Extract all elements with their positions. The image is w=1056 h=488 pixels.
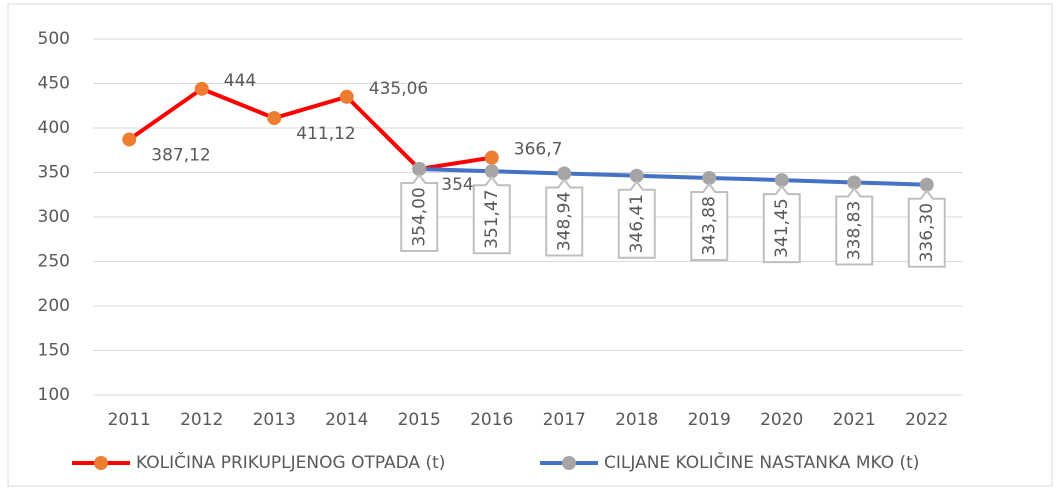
y-tick-label: 300 — [38, 207, 70, 227]
data-label: 341,45 — [772, 198, 792, 257]
x-tick-label: 2019 — [688, 410, 731, 430]
x-tick-label: 2014 — [325, 410, 368, 430]
y-tick-label: 400 — [38, 118, 70, 138]
callout-box — [907, 189, 946, 268]
y-tick-label: 200 — [38, 296, 70, 316]
marker — [412, 161, 427, 176]
data-label: 351,47 — [482, 189, 502, 248]
legend-marker — [562, 456, 576, 470]
legend-label: CILJANE KOLIČINE NASTANKA MKO (t) — [604, 451, 919, 473]
x-tick-label: 2022 — [905, 410, 948, 430]
callout: 336,30 — [907, 189, 946, 268]
marker — [267, 111, 282, 126]
y-tick-label: 450 — [38, 74, 70, 94]
marker — [339, 89, 354, 104]
callout-box — [835, 186, 874, 266]
x-tick-label: 2015 — [398, 410, 441, 430]
callout: 346,41 — [617, 180, 656, 259]
data-label: 348,94 — [554, 192, 574, 251]
y-tick-label: 350 — [38, 163, 70, 183]
data-label: 346,41 — [627, 194, 647, 253]
x-tick-label: 2011 — [108, 410, 151, 430]
data-label: 387,12 — [151, 145, 210, 165]
y-tick-label: 100 — [38, 385, 70, 405]
marker — [919, 177, 934, 192]
legend-label: KOLIČINA PRIKUPLJENOG OTPADA (t) — [136, 451, 445, 473]
data-label: 411,12 — [296, 124, 355, 144]
marker — [484, 164, 499, 179]
legend-marker — [94, 456, 108, 470]
x-tick-label: 2020 — [760, 410, 803, 430]
x-tick-label: 2018 — [615, 410, 658, 430]
marker — [557, 166, 572, 181]
marker — [194, 81, 209, 96]
callout: 343,88 — [690, 182, 729, 261]
chart-frame — [7, 3, 1053, 487]
marker — [847, 175, 862, 190]
callout: 341,45 — [762, 184, 801, 264]
marker — [702, 170, 717, 185]
data-label: 338,83 — [844, 201, 864, 260]
data-label: 444 — [224, 71, 256, 91]
callout-box — [762, 184, 801, 264]
x-tick-label: 2016 — [470, 410, 513, 430]
y-tick-label: 150 — [38, 341, 70, 361]
y-tick-label: 500 — [38, 29, 70, 49]
data-label: 354,00 — [409, 187, 429, 246]
data-label: 354 — [441, 175, 473, 195]
data-label: 435,06 — [369, 79, 428, 99]
x-tick-label: 2013 — [253, 410, 296, 430]
callout: 354,00 — [400, 173, 439, 252]
callout-box — [545, 177, 584, 257]
data-label: 366,7 — [514, 140, 563, 160]
marker — [484, 150, 499, 165]
callout-box — [400, 173, 439, 252]
callout-box — [472, 175, 511, 255]
marker — [629, 168, 644, 183]
x-tick-label: 2012 — [180, 410, 223, 430]
x-tick-label: 2017 — [543, 410, 586, 430]
marker — [774, 173, 789, 188]
callout: 348,94 — [545, 177, 584, 257]
callout-box — [690, 182, 729, 261]
series-line — [419, 166, 927, 187]
data-label: 343,88 — [699, 196, 719, 255]
y-tick-label: 250 — [38, 252, 70, 272]
series-line — [128, 86, 493, 171]
callout-box — [617, 180, 656, 259]
data-label: 336,30 — [917, 203, 937, 262]
x-tick-label: 2021 — [833, 410, 876, 430]
callout: 338,83 — [835, 186, 874, 266]
marker — [122, 132, 137, 147]
callout: 351,47 — [472, 175, 511, 255]
